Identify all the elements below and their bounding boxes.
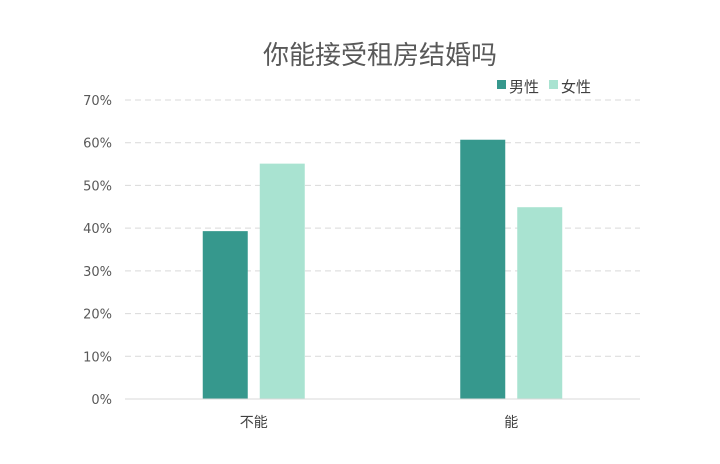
- bar-能-男性: [460, 139, 506, 399]
- bars: [202, 139, 563, 399]
- y-tick-label: 20%: [83, 308, 112, 323]
- chart-title: 你能接受租房结婚吗: [263, 41, 497, 71]
- bar-能-女性: [517, 207, 563, 399]
- bar-不能-男性: [202, 231, 248, 399]
- x-axis: 不能 能: [125, 398, 640, 431]
- bar-不能-女性: [259, 163, 305, 399]
- x-category-label: 不能: [240, 415, 268, 431]
- y-tick-label: 30%: [83, 265, 112, 280]
- y-tick-label: 40%: [83, 222, 112, 237]
- y-tick-label: 50%: [83, 179, 112, 194]
- legend: 男性 女性: [497, 78, 591, 96]
- y-tick-label: 10%: [83, 350, 112, 365]
- gridlines: [125, 99, 640, 357]
- y-axis-ticks: 0% 10% 20% 30% 40% 50% 60% 70%: [83, 94, 112, 408]
- legend-swatch-女性: [549, 80, 558, 89]
- y-tick-label: 0%: [91, 393, 112, 408]
- legend-swatch-男性: [497, 80, 506, 89]
- y-tick-label: 60%: [83, 137, 112, 152]
- y-tick-label: 70%: [83, 94, 112, 109]
- legend-label: 女性: [561, 78, 591, 96]
- x-category-label: 能: [504, 415, 518, 431]
- legend-label: 男性: [509, 78, 539, 96]
